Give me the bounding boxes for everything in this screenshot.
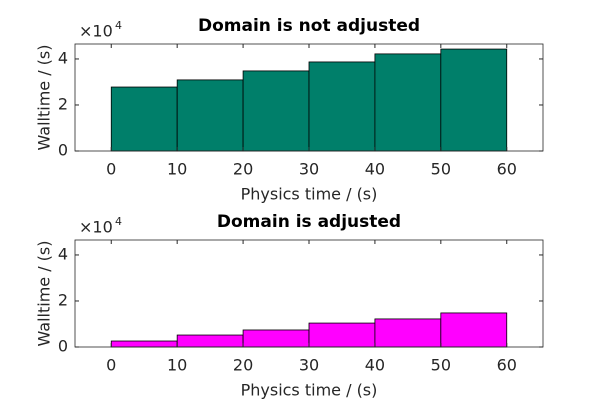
y-multiplier-exponent: 4 bbox=[115, 19, 122, 32]
x-tick-label: 60 bbox=[497, 160, 517, 179]
bar bbox=[110, 340, 178, 348]
x-tick-label: 30 bbox=[299, 356, 319, 375]
bar bbox=[374, 53, 442, 152]
x-axis-label: Physics time / (s) bbox=[241, 185, 378, 204]
bar bbox=[110, 86, 178, 152]
y-multiplier: ×10 bbox=[79, 218, 113, 237]
bar bbox=[308, 322, 376, 348]
x-tick-label: 20 bbox=[233, 356, 253, 375]
x-tick-label: 10 bbox=[167, 160, 187, 179]
y-axis-label: Walltime / (s) bbox=[35, 44, 54, 150]
y-tick-label: 2 bbox=[58, 290, 68, 309]
x-tick-label: 30 bbox=[299, 160, 319, 179]
y-tick-label: 4 bbox=[58, 48, 68, 67]
x-axis-label: Physics time / (s) bbox=[241, 381, 378, 400]
x-tick-label: 0 bbox=[106, 160, 116, 179]
bar bbox=[440, 48, 508, 152]
y-tick-label: 4 bbox=[58, 244, 68, 263]
chart-title: Domain is not adjusted bbox=[198, 16, 420, 36]
x-tick-label: 20 bbox=[233, 160, 253, 179]
bar bbox=[440, 312, 508, 348]
x-tick-label: 40 bbox=[365, 356, 385, 375]
x-tick-label: 0 bbox=[106, 356, 116, 375]
x-tick-label: 60 bbox=[497, 356, 517, 375]
x-tick-label: 50 bbox=[431, 160, 451, 179]
x-tick-label: 50 bbox=[431, 356, 451, 375]
bar bbox=[176, 334, 244, 348]
y-multiplier-exponent: 4 bbox=[115, 215, 122, 228]
bar bbox=[176, 79, 244, 152]
bar bbox=[308, 61, 376, 152]
bar bbox=[242, 329, 310, 348]
x-tick-label: 40 bbox=[365, 160, 385, 179]
y-axis-label: Walltime / (s) bbox=[35, 240, 54, 346]
bar bbox=[374, 318, 442, 348]
y-multiplier: ×10 bbox=[79, 22, 113, 41]
x-tick-label: 10 bbox=[167, 356, 187, 375]
y-tick-label: 0 bbox=[58, 141, 68, 160]
y-tick-label: 0 bbox=[58, 337, 68, 356]
chart-title: Domain is adjusted bbox=[217, 212, 401, 232]
bar bbox=[242, 70, 310, 152]
y-tick-label: 2 bbox=[58, 94, 68, 113]
